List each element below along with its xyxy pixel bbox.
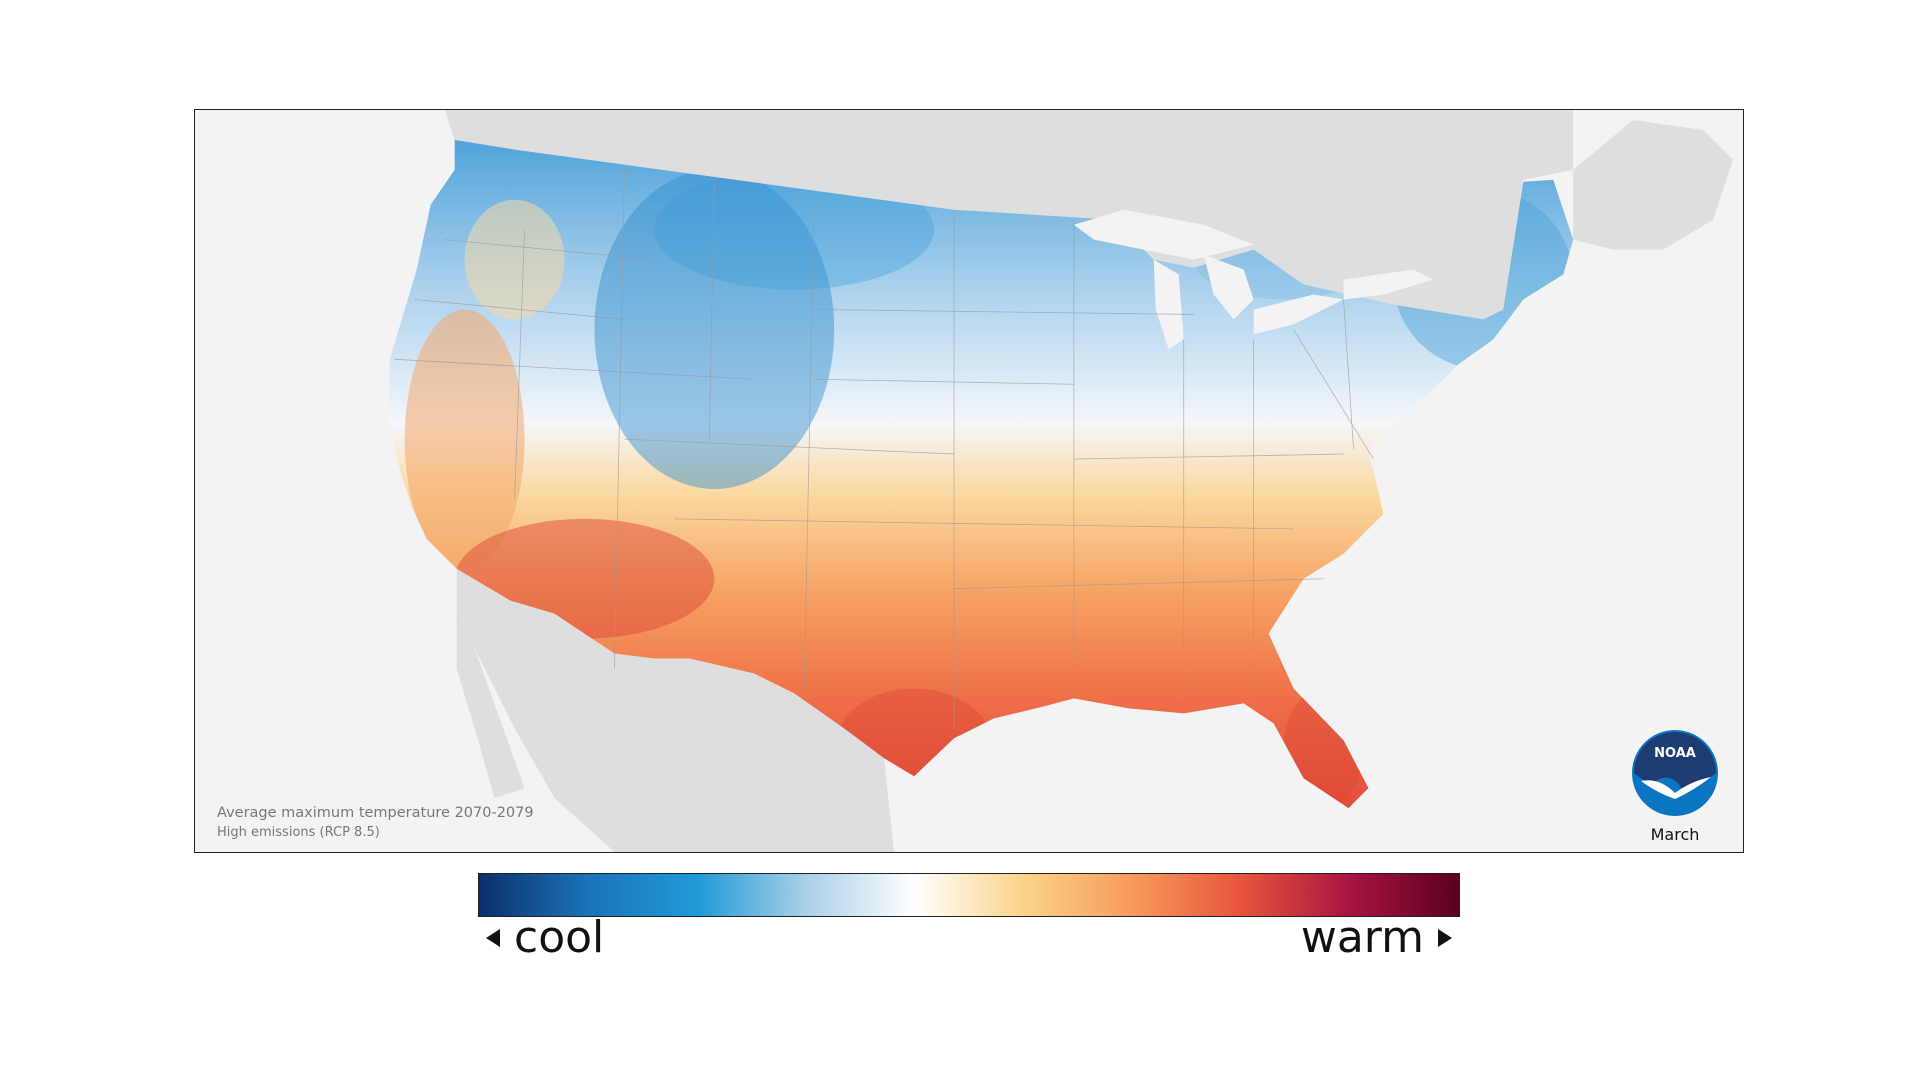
map-caption-title: Average maximum temperature 2070-2079 bbox=[217, 805, 534, 821]
legend-high-label: warm bbox=[1300, 912, 1424, 963]
noaa-logo: NOAA March bbox=[1627, 729, 1723, 844]
temperature-map bbox=[388, 110, 1734, 852]
noaa-logo-icon: NOAA bbox=[1632, 730, 1718, 816]
great-lakes bbox=[1073, 209, 1434, 350]
legend-high: warm bbox=[1301, 912, 1452, 963]
baja-peninsula bbox=[456, 608, 525, 799]
map-caption-subtitle: High emissions (RCP 8.5) bbox=[217, 825, 380, 840]
legend-low: cool bbox=[486, 912, 604, 963]
noaa-logo-text: NOAA bbox=[1654, 746, 1696, 761]
canada-landmass bbox=[444, 110, 1574, 320]
triangle-right-icon bbox=[1438, 928, 1452, 947]
triangle-left-icon bbox=[486, 928, 500, 947]
mexico-landmass bbox=[456, 568, 895, 852]
legend-low-label: cool bbox=[514, 912, 605, 963]
state-borders bbox=[394, 169, 1374, 729]
map-panel: Average maximum temperature 2070-2079 Hi… bbox=[194, 109, 1744, 853]
month-label: March bbox=[1650, 825, 1700, 844]
canada-maritimes bbox=[1573, 119, 1734, 250]
color-scale-bar bbox=[478, 873, 1460, 917]
